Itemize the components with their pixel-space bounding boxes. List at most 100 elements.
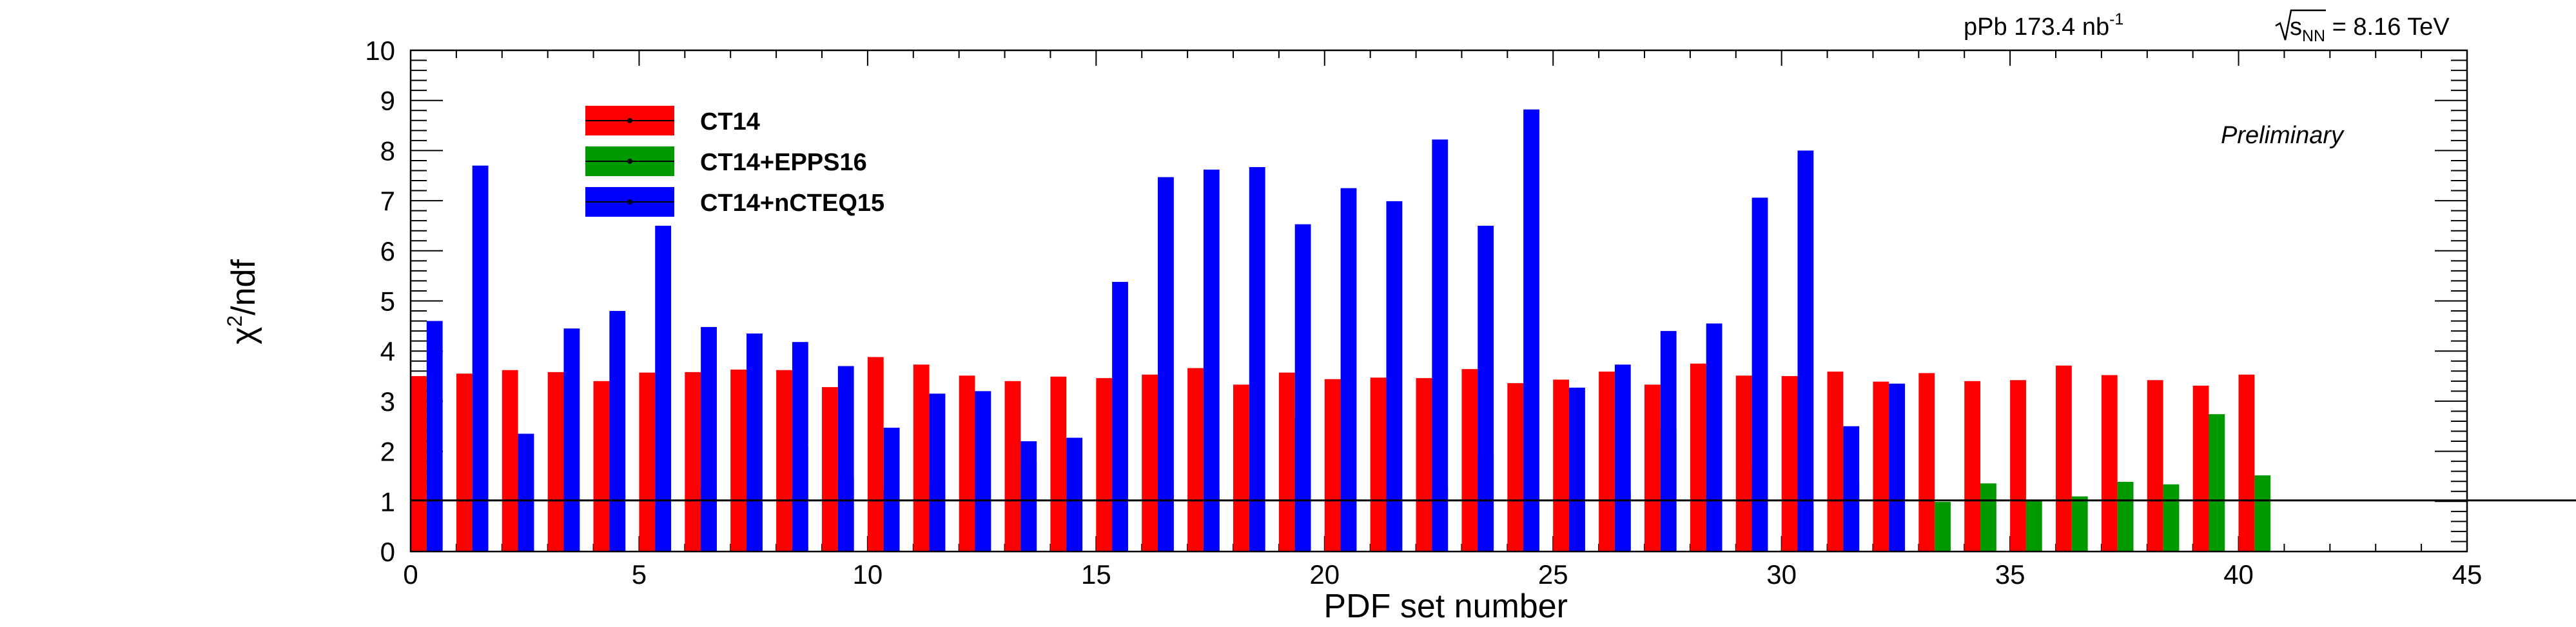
bar-ct14-ncteq15 xyxy=(701,326,717,552)
y-tick-label: 6 xyxy=(380,236,395,266)
bar-ct14 xyxy=(867,357,884,552)
bar-ct14-ncteq15 xyxy=(1066,437,1083,552)
bar-ct14-ncteq15 xyxy=(1569,387,1585,552)
bar-ct14-ncteq15 xyxy=(1523,109,1539,552)
y-tick-label: 2 xyxy=(380,437,395,467)
dataset-annotation-sup: -1 xyxy=(2109,10,2123,28)
x-tick-label: 20 xyxy=(1309,559,1340,590)
y-tick-label: 10 xyxy=(365,35,395,66)
bar-ct14 xyxy=(1690,363,1706,552)
bar-ct14-ncteq15 xyxy=(1432,139,1449,552)
bar-ct14 xyxy=(593,381,610,552)
plot-frame xyxy=(409,49,2468,553)
bar-ct14-ncteq15 xyxy=(929,393,946,552)
bar-ct14-epps16 xyxy=(2209,414,2225,552)
bar-ct14 xyxy=(1461,369,1478,552)
bar-ct14 xyxy=(1370,377,1387,552)
bar-ct14 xyxy=(2147,380,2163,552)
bar-ct14 xyxy=(1416,378,1432,552)
bar-ct14 xyxy=(639,372,656,552)
bar-ct14-epps16 xyxy=(2163,484,2180,552)
x-tick-label: 5 xyxy=(632,559,647,590)
bar-ct14-ncteq15 xyxy=(883,428,900,552)
bar-ct14 xyxy=(1187,368,1204,552)
energy-symbol: s xyxy=(2290,14,2302,41)
bar-ct14-ncteq15 xyxy=(1386,201,1403,552)
x-tick-label: 40 xyxy=(2223,559,2254,590)
legend: CT14 CT14+EPPS16 CT14+nCTEQ15 xyxy=(585,106,884,217)
bar-ct14 xyxy=(1233,384,1249,552)
bar-ct14 xyxy=(776,370,792,552)
bar-ct14-ncteq15 xyxy=(1889,383,1906,552)
bar-ct14 xyxy=(1507,383,1524,552)
sqrt-symbol xyxy=(2275,9,2326,41)
energy-subscript: NN xyxy=(2302,27,2325,45)
bar-ct14-ncteq15 xyxy=(1340,188,1357,552)
bar-ct14-ncteq15 xyxy=(609,311,626,552)
bar-ct14 xyxy=(1873,381,1889,552)
y-tick-label: 5 xyxy=(380,286,395,317)
bar-ct14-ncteq15 xyxy=(1294,224,1311,552)
bar-ct14-ncteq15 xyxy=(792,342,808,552)
bar-ct14-ncteq15 xyxy=(1249,167,1265,552)
bar-ct14 xyxy=(411,376,427,552)
bar-ct14-epps16 xyxy=(1935,502,1951,552)
bar-ct14-ncteq15 xyxy=(1751,197,1768,552)
bar-ct14-ncteq15 xyxy=(472,165,489,552)
bar-ct14-ncteq15 xyxy=(1660,331,1677,552)
bar-ct14-ncteq15 xyxy=(426,321,443,552)
y-tick-label: 3 xyxy=(380,386,395,417)
bar-ct14 xyxy=(1918,373,1935,552)
bars-layer xyxy=(411,109,2271,552)
x-tick-label: 0 xyxy=(403,559,418,590)
bar-ct14-ncteq15 xyxy=(837,366,854,552)
bar-ct14-ncteq15 xyxy=(1112,281,1128,552)
bar-ct14 xyxy=(2238,374,2255,552)
bar-ct14 xyxy=(730,369,747,552)
bar-ct14-ncteq15 xyxy=(563,328,580,552)
bar-ct14 xyxy=(1735,375,1752,552)
y-axis-label-base: χ xyxy=(225,327,262,344)
bar-ct14-ncteq15 xyxy=(1843,426,1860,552)
bar-ct14-ncteq15 xyxy=(655,225,672,552)
bar-ct14 xyxy=(456,373,473,552)
y-tick-label: 0 xyxy=(380,537,395,567)
legend-label: CT14 xyxy=(700,108,760,135)
x-tick-label: 25 xyxy=(1538,559,1568,590)
bar-ct14-ncteq15 xyxy=(1203,169,1220,552)
bar-ct14 xyxy=(1096,378,1113,552)
y-tick-label: 4 xyxy=(380,336,395,366)
bar-ct14-ncteq15 xyxy=(746,333,763,552)
bar-ct14-ncteq15 xyxy=(518,433,534,552)
x-tick-label: 35 xyxy=(1995,559,2025,590)
bar-ct14-epps16 xyxy=(2254,475,2271,552)
bar-ct14-ncteq15 xyxy=(1020,441,1037,552)
bar-ct14 xyxy=(1827,372,1844,552)
x-axis-label: PDF set number xyxy=(1323,588,1568,625)
dataset-annotation-base: pPb 173.4 nb xyxy=(1964,14,2109,41)
bar-ct14 xyxy=(822,387,838,552)
bar-ct14 xyxy=(1644,384,1661,552)
bar-ct14 xyxy=(2192,385,2209,552)
bar-ct14-epps16 xyxy=(1980,483,1996,552)
legend-marker-point xyxy=(627,199,632,204)
bar-ct14 xyxy=(2010,380,2026,552)
bar-ct14 xyxy=(685,372,701,552)
bar-ct14 xyxy=(2056,365,2072,552)
x-tick-label: 15 xyxy=(1081,559,1111,590)
y-tick-label: 1 xyxy=(380,486,395,517)
legend-label: CT14+EPPS16 xyxy=(700,149,867,176)
x-tick-label: 45 xyxy=(2452,559,2483,590)
y-axis-label: χ2/ndf xyxy=(223,259,262,344)
bar-ct14-epps16 xyxy=(2025,501,2042,552)
bar-ct14-ncteq15 xyxy=(1797,150,1814,552)
dataset-annotation: pPb 173.4 nb-1 xyxy=(1964,10,2123,41)
bar-ct14-ncteq15 xyxy=(1706,323,1722,552)
bar-ct14-ncteq15 xyxy=(975,391,991,552)
bar-ct14-ncteq15 xyxy=(1158,177,1174,552)
bar-ct14 xyxy=(913,364,930,552)
energy-value: = 8.16 TeV xyxy=(2325,14,2450,41)
bar-ct14 xyxy=(1599,372,1615,552)
